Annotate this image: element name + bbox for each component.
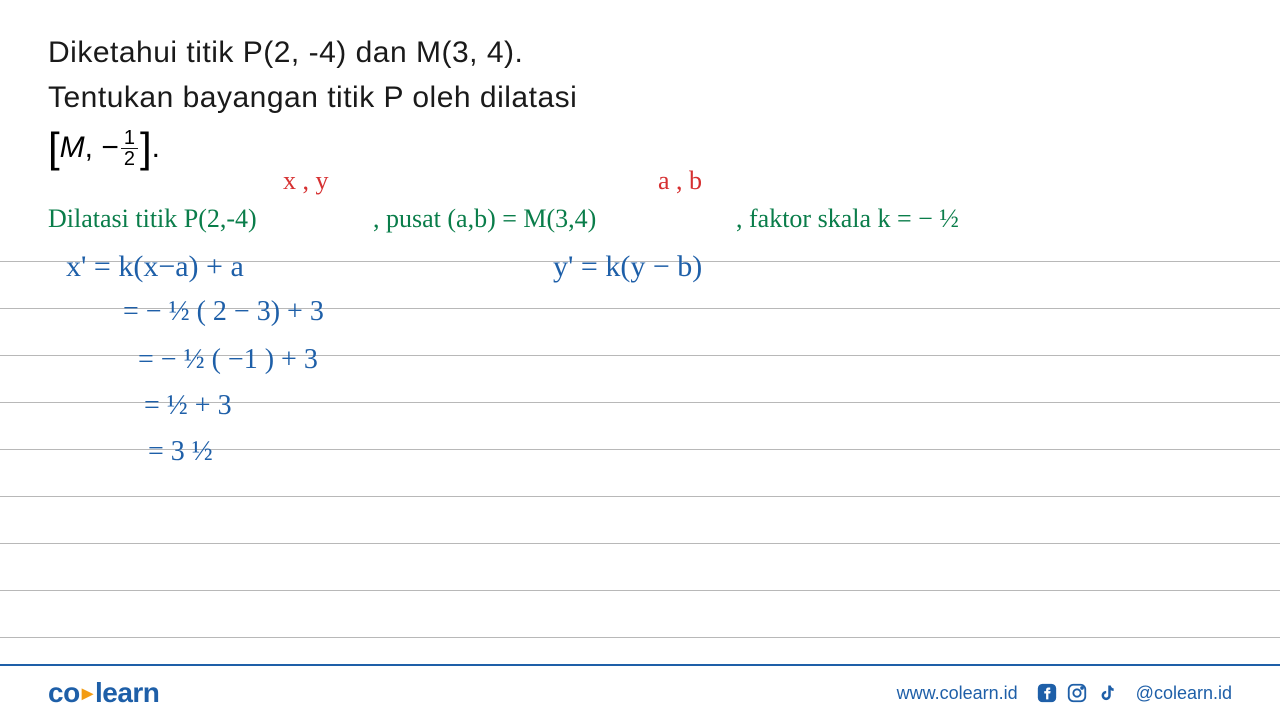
work-step-4: = 3 ½ bbox=[148, 436, 213, 468]
work-line-1c: , faktor skala k = − ½ bbox=[736, 204, 959, 234]
website-url: www.colearn.id bbox=[897, 683, 1018, 704]
tiktok-icon bbox=[1096, 682, 1118, 704]
xy-annotation: x , y bbox=[283, 166, 329, 196]
work-step-3: = ½ + 3 bbox=[144, 390, 232, 422]
social-handle: @colearn.id bbox=[1136, 683, 1232, 704]
footer-right: www.colearn.id @colearn.id bbox=[897, 682, 1232, 704]
work-step-2: = − ½ ( −1 ) + 3 bbox=[138, 344, 318, 376]
problem-line-2: Tentukan bayangan titik P oleh dilatasi bbox=[48, 75, 1232, 120]
work-y-formula: y' = k(y − b) bbox=[553, 250, 702, 284]
work-step-1: = − ½ ( 2 − 3) + 3 bbox=[123, 296, 324, 328]
colearn-logo: co►learn bbox=[48, 677, 159, 709]
main-content: Diketahui titik P(2, -4) dan M(3, 4). Te… bbox=[0, 0, 1280, 172]
work-line-1b: , pusat (a,b) = M(3,4) bbox=[373, 204, 596, 234]
footer-bar: co►learn www.colearn.id @colearn.id bbox=[0, 664, 1280, 720]
dilation-notation: [ M , − 1 2 ] . bbox=[48, 124, 160, 172]
ab-annotation: a , b bbox=[658, 166, 702, 196]
facebook-icon bbox=[1036, 682, 1058, 704]
problem-line-1: Diketahui titik P(2, -4) dan M(3, 4). bbox=[48, 30, 1232, 75]
work-line-1a: Dilatasi titik P(2,-4) bbox=[48, 204, 257, 234]
instagram-icon bbox=[1066, 682, 1088, 704]
work-x-formula: x' = k(x−a) + a bbox=[66, 250, 244, 284]
social-icons bbox=[1036, 682, 1118, 704]
